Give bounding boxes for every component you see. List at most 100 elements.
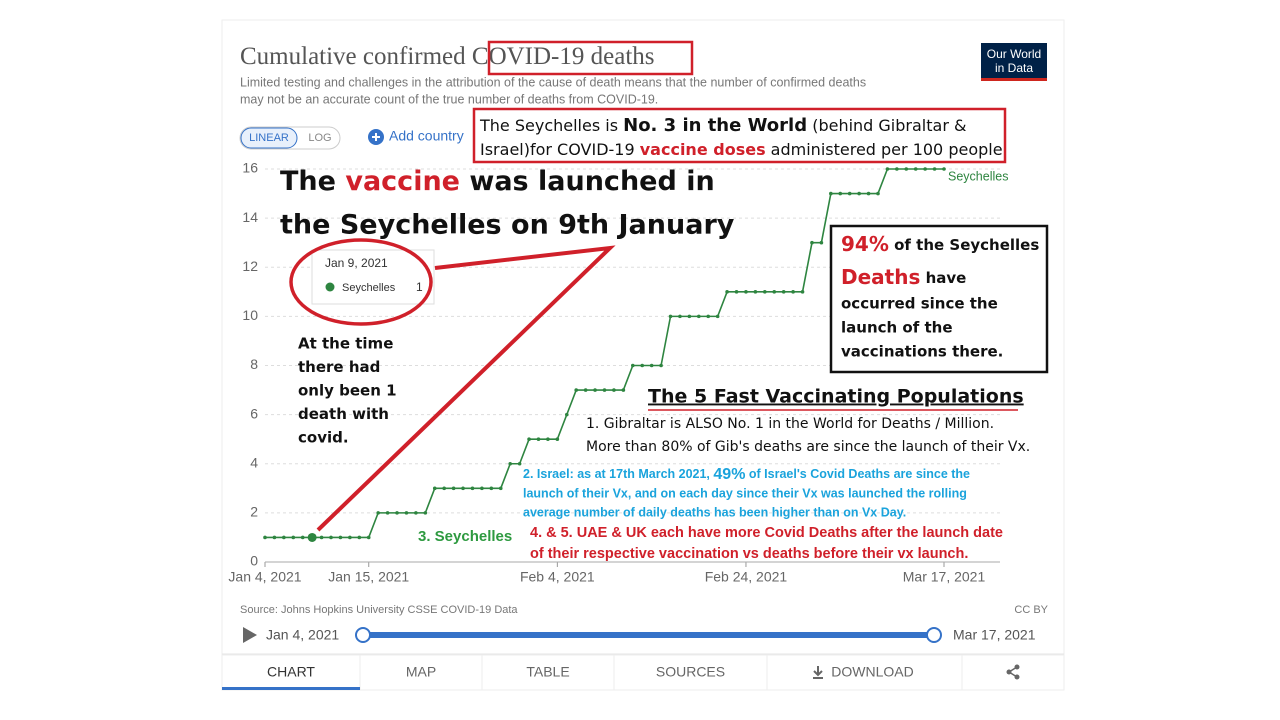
point <box>395 511 399 515</box>
point <box>829 191 833 196</box>
seychelles-label: 3. Seychelles <box>418 528 512 545</box>
point <box>876 191 880 196</box>
point <box>291 535 296 540</box>
slider-handle[interactable] <box>926 627 942 643</box>
point <box>649 363 654 368</box>
text-part: The Seychelles is <box>479 116 623 135</box>
source: Source: Johns Hopkins University CSSE CO… <box>240 604 518 616</box>
israel-line: 2. Israel: as at 17th March 2021, 49% of… <box>523 466 970 483</box>
point <box>366 535 371 540</box>
x-tick-label: Jan 4, 2021 <box>228 569 301 585</box>
slider-track[interactable] <box>363 632 934 638</box>
deaths-line: Deaths have <box>841 265 966 289</box>
tab[interactable] <box>961 654 1065 691</box>
point <box>300 535 305 540</box>
point <box>432 486 437 491</box>
at-time-line: only been 1 <box>298 382 397 400</box>
slider-handle[interactable] <box>355 627 371 643</box>
point <box>461 486 465 491</box>
tooltip-swatch <box>325 282 335 292</box>
download-icon <box>813 666 823 679</box>
text-part: of the Seychelles <box>889 236 1039 254</box>
y-tick-label: 0 <box>250 553 258 569</box>
tab-label: TABLE <box>526 664 569 680</box>
scale-label[interactable]: LOG <box>308 132 331 144</box>
y-tick-label: 2 <box>250 504 258 520</box>
text-part: vaccine doses <box>640 140 766 159</box>
add-country[interactable]: Add country <box>389 128 464 144</box>
deaths-box <box>829 224 1049 374</box>
point <box>621 388 626 392</box>
israel-line: average number of daily deaths has been … <box>523 505 906 519</box>
subtitle: Limited testing and challenges in the at… <box>240 75 866 89</box>
point <box>348 535 352 540</box>
point <box>480 486 484 491</box>
point <box>404 511 409 515</box>
populations-title: The 5 Fast Vaccinating Populations <box>648 386 1024 408</box>
x-tick-label: Mar 17, 2021 <box>903 569 986 585</box>
point <box>715 314 720 319</box>
text-part: No. 3 in the World <box>623 115 807 136</box>
gibraltar-line: 1. Gibraltar is ALSO No. 1 in the World … <box>586 416 994 432</box>
text-part: vaccine <box>345 166 460 197</box>
x-tick-label: Jan 15, 2021 <box>328 569 409 585</box>
uae-uk-line: 4. & 5. UAE & UK each have more Covid De… <box>530 525 1003 541</box>
launch-line: The vaccine was launched in <box>280 166 715 197</box>
point <box>781 290 786 294</box>
point <box>536 437 541 441</box>
point <box>423 511 428 515</box>
point <box>564 412 569 417</box>
ranking-line: Israel)for COVID-19 vaccine doses admini… <box>480 140 1003 159</box>
point <box>838 191 843 196</box>
israel-line: launch of their Vx, and on each day sinc… <box>523 486 967 500</box>
point <box>932 167 937 171</box>
at-time-line: there had <box>298 358 380 376</box>
point <box>895 167 899 171</box>
point <box>583 388 588 392</box>
point <box>546 437 550 441</box>
point <box>866 191 871 196</box>
tabs: CHART MAP TABLE SOURCES DOWNLOAD <box>221 654 1065 691</box>
point <box>847 191 852 196</box>
ranking-line: The Seychelles is No. 3 in the World (be… <box>479 115 966 136</box>
point <box>678 314 682 319</box>
tooltip <box>311 249 435 305</box>
text-part: (behind Gibraltar & <box>807 116 966 135</box>
logo[interactable] <box>981 43 1047 79</box>
point <box>885 167 890 171</box>
tooltip-value: 1 <box>416 280 423 294</box>
logo-text: in Data <box>995 61 1033 75</box>
tab[interactable] <box>359 654 483 691</box>
scale-linear[interactable] <box>240 127 298 149</box>
point <box>508 461 512 466</box>
point <box>659 363 663 368</box>
tab[interactable] <box>766 654 963 691</box>
share-dot <box>1006 669 1012 675</box>
series-label: Seychelles <box>948 169 1008 183</box>
point <box>414 511 418 515</box>
text-part: 94% <box>841 232 889 256</box>
y-tick-label: 12 <box>242 258 258 274</box>
share-dot <box>1014 664 1020 670</box>
point <box>329 535 333 540</box>
x-tick-label: Feb 24, 2021 <box>705 569 788 585</box>
point <box>319 535 324 540</box>
y-tick-label: 6 <box>250 405 258 421</box>
license[interactable]: CC BY <box>1014 604 1048 616</box>
point <box>357 535 362 540</box>
point <box>630 363 635 368</box>
deaths-line: vaccinations there. <box>841 343 1003 361</box>
at-time-line: At the time <box>298 335 393 353</box>
play-button[interactable] <box>243 627 257 643</box>
point <box>697 314 701 319</box>
point <box>819 240 824 245</box>
tab[interactable] <box>613 654 768 691</box>
callout-ellipse <box>289 238 433 326</box>
subtitle: may not be an accurate count of the true… <box>240 92 658 106</box>
point <box>612 388 616 392</box>
point <box>857 191 861 196</box>
tooltip-series: Seychelles <box>342 282 396 294</box>
tab-label: DOWNLOAD <box>831 664 913 680</box>
text-part: 2. Israel: as at 17th March 2021, <box>523 467 713 481</box>
at-time-note: At the time there had only been 1 death wit… <box>298 335 397 447</box>
